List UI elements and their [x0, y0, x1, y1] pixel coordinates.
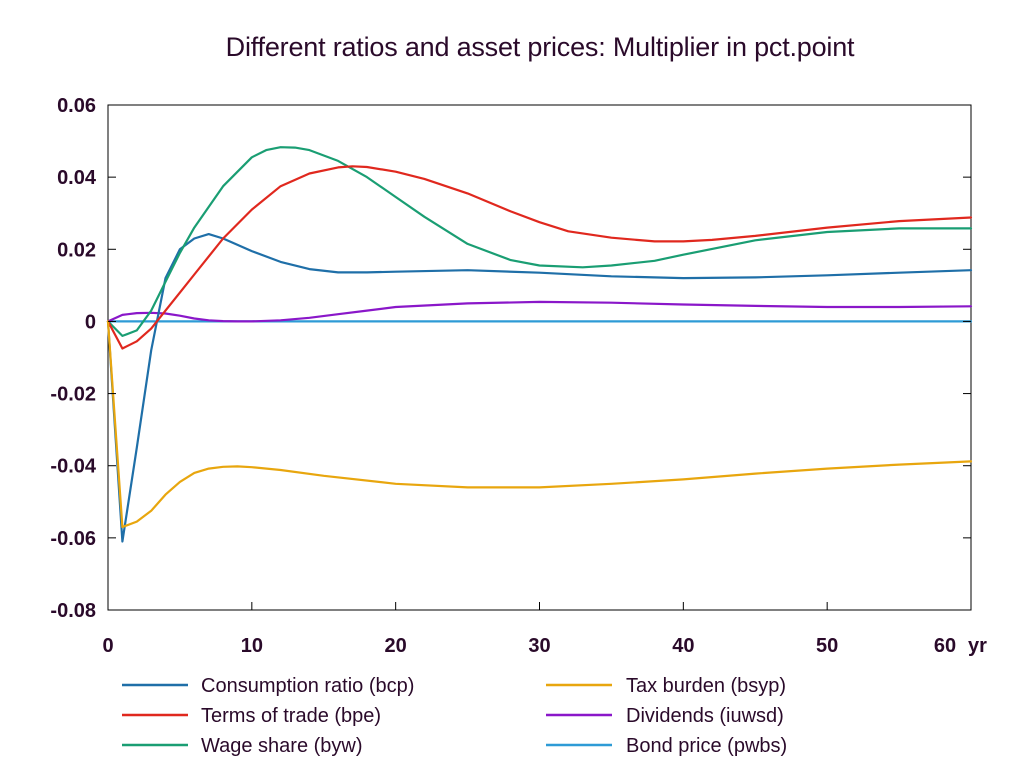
series-line-3 — [106, 320, 973, 529]
x-tick-label: 40 — [672, 635, 694, 657]
x-tick-label: 50 — [816, 635, 838, 657]
series-layer — [106, 146, 973, 543]
plot-border — [107, 104, 972, 611]
series-line-2 — [106, 146, 973, 337]
series-line-1 — [106, 165, 973, 350]
legend-label-0: Consumption ratio (bcp) — [201, 675, 414, 697]
x-tick-label: 20 — [385, 635, 407, 657]
series-line-4 — [106, 300, 973, 323]
x-unit-label: yr — [968, 635, 987, 657]
x-tick-label: 0 — [102, 635, 113, 657]
y-tick-label: 0 — [85, 311, 96, 333]
legend-label-4: Dividends (iuwsd) — [626, 705, 784, 727]
legend-label-3: Tax burden (bsyp) — [626, 675, 786, 697]
plot-frame — [107, 104, 972, 611]
x-tick-label: 30 — [528, 635, 550, 657]
y-tick-label: 0.04 — [57, 167, 97, 189]
y-tick-label: -0.04 — [50, 456, 96, 478]
y-tick-label: -0.02 — [50, 384, 96, 406]
legend-label-2: Wage share (byw) — [201, 735, 363, 757]
legend-label-1: Terms of trade (bpe) — [201, 705, 381, 727]
y-tick-label: 0.02 — [57, 239, 96, 261]
legend-label-5: Bond price (pwbs) — [626, 735, 787, 757]
series-line-0 — [106, 233, 973, 543]
y-tick-label: -0.06 — [50, 528, 96, 550]
y-tick-label: 0.06 — [57, 95, 96, 117]
chart-title: Different ratios and asset prices: Multi… — [225, 32, 855, 62]
y-tick-label: -0.08 — [50, 600, 96, 622]
ticks-layer: -0.08 -0.06 -0.04 -0.02 0 0.02 0.04 0.06 0 10 20 30… — [50, 95, 987, 657]
x-tick-label: 10 — [241, 635, 263, 657]
legend-layer: Consumption ratio (bcp) Terms of trade (b… — [122, 675, 787, 757]
x-tick-label: 60 — [934, 635, 956, 657]
